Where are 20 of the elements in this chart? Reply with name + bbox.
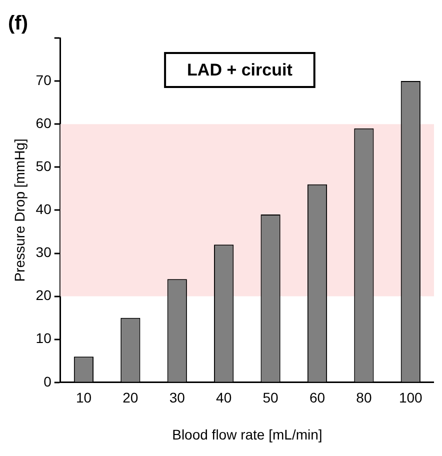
y-tick-label: 30 [36,244,52,260]
y-axis-title: Pressure Drop [mmHg] [11,138,28,282]
chart-title: (f) [8,12,28,35]
x-tick-label: 10 [76,390,92,406]
y-tick-label: 10 [36,330,52,346]
x-tick-label: 20 [122,390,138,406]
x-tick-label: 30 [169,390,186,406]
annotation: LAD + circuit [187,60,293,80]
x-tick-label: 50 [262,390,279,406]
x-tick-label: 60 [309,390,326,406]
y-tick-label: 40 [36,201,52,218]
y-tick-label: 50 [36,158,52,174]
x-tick-label: 80 [356,390,372,406]
y-tick-label: 60 [36,114,52,131]
x-tick-label: 40 [216,390,232,406]
x-tick-label: 100 [398,390,423,406]
y-tick-label: 70 [36,72,52,88]
x-axis-title: Blood flow rate [mL/min] [172,426,322,442]
y-tick-label: 20 [36,287,52,304]
y-tick-label: 0 [44,373,52,390]
